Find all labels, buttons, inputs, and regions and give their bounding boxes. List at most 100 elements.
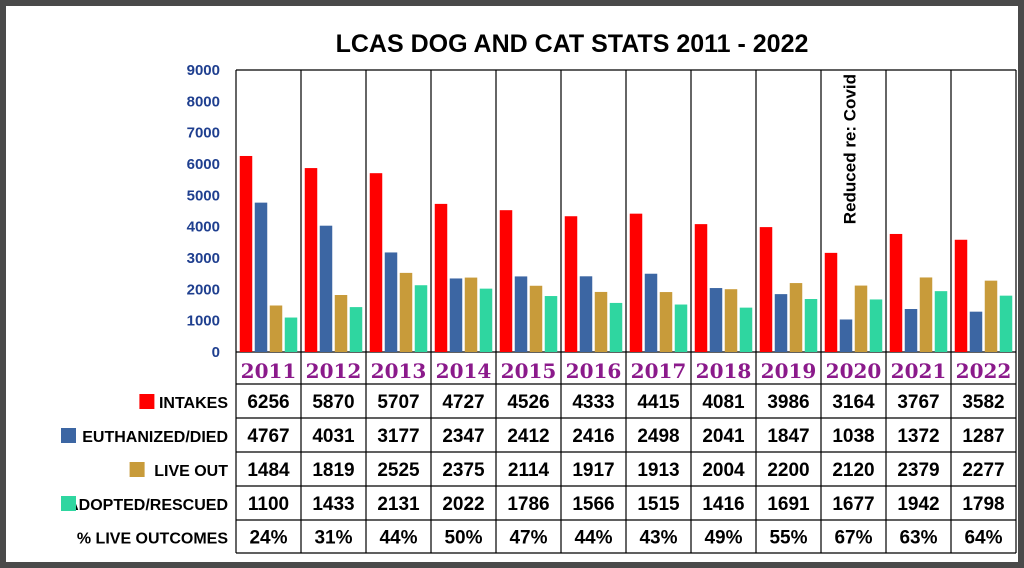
table-cell: 24% [249, 528, 287, 549]
table-cell: 2114 [508, 460, 550, 481]
bar [479, 288, 493, 352]
y-tick-label: 3000 [187, 250, 220, 267]
y-tick-label: 9000 [187, 62, 220, 79]
bar [499, 210, 513, 352]
legend-key [61, 428, 76, 443]
bar [934, 291, 948, 352]
table-cell: 1819 [312, 460, 354, 481]
bar [609, 302, 623, 352]
legend-key [61, 496, 76, 511]
row-label: % LIVE OUTCOMES [77, 531, 228, 548]
bar [384, 252, 398, 352]
bar [449, 278, 463, 352]
table-cell: 1287 [962, 426, 1004, 447]
table-cell: 2525 [377, 460, 420, 481]
y-tick-label: 0 [212, 344, 220, 361]
table-cell: 1484 [247, 460, 290, 481]
chart: LCAS DOG AND CAT STATS 2011 - 2022 0 1000… [61, 30, 1017, 554]
table-cell: 1942 [897, 494, 939, 515]
bar [464, 277, 478, 352]
y-tick-label: 1000 [187, 313, 220, 330]
table-cell: 3164 [832, 392, 875, 413]
x-tick-label: 2018 [696, 359, 752, 383]
bar [739, 307, 753, 352]
table-cell: 47% [509, 528, 547, 549]
table-cell: 1515 [637, 494, 680, 515]
table-cell: 1372 [897, 426, 939, 447]
table-cell: 2379 [897, 460, 939, 481]
table-cell: 2375 [442, 460, 485, 481]
table-cell: 2120 [832, 460, 874, 481]
row-label: LIVE OUT [154, 463, 228, 480]
table-cell: 1038 [832, 426, 874, 447]
table-cell: 1416 [702, 494, 744, 515]
y-tick-label: 6000 [187, 156, 220, 173]
bar [269, 305, 283, 352]
table-cell: 55% [769, 528, 807, 549]
table-cell: 44% [574, 528, 612, 549]
bar [319, 225, 333, 352]
bar [919, 277, 933, 352]
bar [369, 173, 383, 352]
bar [349, 307, 363, 352]
table-cell: 67% [834, 528, 872, 549]
bar [304, 168, 318, 352]
table-cell: 3582 [962, 392, 1004, 413]
table-cell: 5870 [312, 392, 354, 413]
y-tick-label: 7000 [187, 125, 220, 142]
table-cell: 4081 [702, 392, 745, 413]
x-tick-label: 2022 [956, 359, 1012, 383]
row-label: INTAKES [159, 395, 228, 412]
bar [529, 285, 543, 352]
x-tick-label: 2021 [891, 359, 947, 383]
bar [724, 289, 738, 352]
y-tick-label: 5000 [187, 187, 220, 204]
y-tick-label: 2000 [187, 281, 220, 298]
bar [239, 155, 253, 352]
bar [804, 299, 818, 352]
table-cell: 49% [704, 528, 742, 549]
table-cell: 4031 [312, 426, 355, 447]
table-cell: 2498 [637, 426, 679, 447]
bar [414, 285, 428, 352]
table-cell: 1847 [767, 426, 809, 447]
table-cell: 63% [899, 528, 937, 549]
bar [579, 276, 593, 352]
x-tick-label: 2011 [241, 359, 297, 383]
bar [514, 276, 528, 352]
table-cell: 3177 [377, 426, 419, 447]
table-cell: 2022 [442, 494, 484, 515]
table-cell: 2131 [377, 494, 420, 515]
table-cell: 4526 [507, 392, 549, 413]
bar [629, 213, 643, 352]
table-cell: 1100 [248, 494, 289, 515]
bar [854, 285, 868, 352]
bar [984, 280, 998, 352]
bar [824, 252, 838, 352]
bar [694, 224, 708, 352]
table-cell: 1917 [572, 460, 614, 481]
bar [759, 227, 773, 352]
bar [999, 295, 1013, 352]
x-tick-label: 2016 [566, 359, 622, 383]
x-tick-label: 2020 [826, 359, 882, 383]
bar [594, 291, 608, 352]
annotation-covid: Reduced re: Covid [841, 74, 860, 224]
y-tick-label: 8000 [187, 93, 220, 110]
table-cell: 3986 [767, 392, 809, 413]
row-label: ADOPTED/RESCUED [67, 497, 228, 514]
table-cell: 1691 [767, 494, 810, 515]
table-cell: 5707 [377, 392, 419, 413]
x-tick-label: 2015 [501, 359, 557, 383]
table-cell: 4333 [572, 392, 614, 413]
bar [774, 294, 788, 352]
table-cell: 1433 [312, 494, 354, 515]
table-cell: 64% [964, 528, 1002, 549]
bar [334, 295, 348, 352]
table-cell: 2412 [507, 426, 549, 447]
x-tick-label: 2012 [306, 359, 362, 383]
bar [954, 239, 968, 352]
table-cell: 1913 [637, 460, 679, 481]
bar [254, 202, 268, 352]
